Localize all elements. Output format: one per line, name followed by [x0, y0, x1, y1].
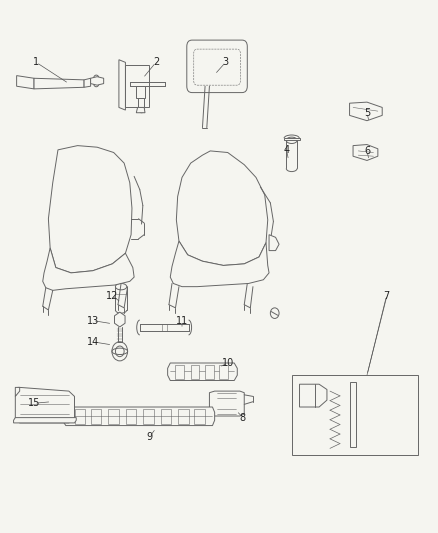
Polygon shape	[292, 375, 418, 455]
Polygon shape	[209, 391, 244, 416]
Polygon shape	[109, 409, 119, 424]
Text: 12: 12	[106, 290, 119, 301]
Polygon shape	[136, 86, 145, 98]
Polygon shape	[350, 102, 382, 120]
Polygon shape	[34, 78, 84, 89]
Polygon shape	[125, 65, 149, 108]
Polygon shape	[119, 60, 125, 110]
Polygon shape	[176, 365, 184, 379]
Polygon shape	[15, 387, 20, 397]
Polygon shape	[205, 365, 214, 379]
Polygon shape	[136, 108, 145, 113]
Text: 11: 11	[176, 316, 188, 326]
Text: 10: 10	[222, 358, 234, 368]
Polygon shape	[62, 407, 215, 425]
Text: 5: 5	[364, 108, 370, 118]
Polygon shape	[43, 248, 134, 290]
Polygon shape	[74, 409, 85, 424]
Polygon shape	[91, 409, 102, 424]
Polygon shape	[17, 76, 34, 89]
Text: 15: 15	[28, 398, 40, 408]
Polygon shape	[138, 98, 144, 108]
Polygon shape	[84, 78, 91, 87]
Text: 3: 3	[223, 58, 229, 67]
Polygon shape	[284, 138, 300, 140]
Polygon shape	[170, 241, 269, 287]
Polygon shape	[219, 365, 228, 379]
Text: 9: 9	[146, 432, 152, 442]
Text: 1: 1	[33, 58, 39, 67]
Polygon shape	[126, 409, 136, 424]
Polygon shape	[143, 409, 154, 424]
FancyBboxPatch shape	[187, 40, 247, 93]
Polygon shape	[350, 382, 356, 447]
Polygon shape	[161, 409, 171, 424]
Polygon shape	[91, 77, 104, 85]
Polygon shape	[194, 409, 205, 424]
Text: 4: 4	[283, 145, 290, 155]
Polygon shape	[269, 235, 279, 251]
Polygon shape	[114, 312, 125, 327]
Text: 14: 14	[87, 337, 99, 347]
Text: 8: 8	[240, 413, 246, 423]
Polygon shape	[168, 363, 237, 381]
Text: 2: 2	[153, 58, 159, 67]
Text: 6: 6	[364, 146, 370, 156]
Polygon shape	[178, 409, 188, 424]
Polygon shape	[48, 146, 132, 273]
Polygon shape	[300, 384, 327, 407]
Text: 7: 7	[383, 290, 390, 301]
Text: 13: 13	[87, 316, 99, 326]
Polygon shape	[353, 144, 378, 160]
Polygon shape	[15, 387, 74, 423]
Polygon shape	[14, 418, 76, 423]
Polygon shape	[191, 365, 199, 379]
Polygon shape	[177, 151, 268, 265]
